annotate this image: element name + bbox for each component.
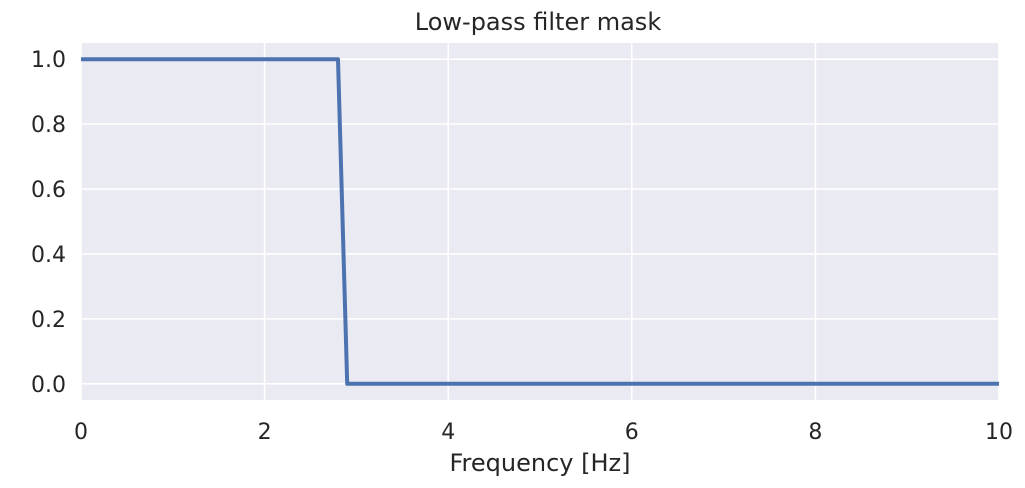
y-tick-label: 0.4	[31, 243, 66, 268]
x-tick-label: 0	[74, 420, 88, 445]
y-tick-label: 0.0	[31, 373, 66, 398]
x-tick-label: 6	[625, 420, 639, 445]
series-line	[81, 57, 999, 386]
x-tick-label: 4	[441, 420, 455, 445]
x-tick-label: 8	[808, 420, 822, 445]
chart-title: Low-pass filter mask	[415, 8, 662, 36]
series-layer	[81, 57, 999, 386]
y-tick-label: 1.0	[31, 48, 66, 73]
y-tick-label: 0.6	[31, 178, 66, 203]
y-tick-label: 0.8	[31, 113, 66, 138]
x-tick-label: 10	[985, 420, 1013, 445]
tick-labels: 0 2 4 6 8 10 0.0 0.2 0.4 0.6 0.8 1.0	[31, 48, 1013, 445]
y-tick-label: 0.2	[31, 308, 66, 333]
x-tick-label: 2	[258, 420, 272, 445]
x-axis-label: Frequency [Hz]	[450, 449, 631, 477]
plot-area	[81, 43, 999, 400]
